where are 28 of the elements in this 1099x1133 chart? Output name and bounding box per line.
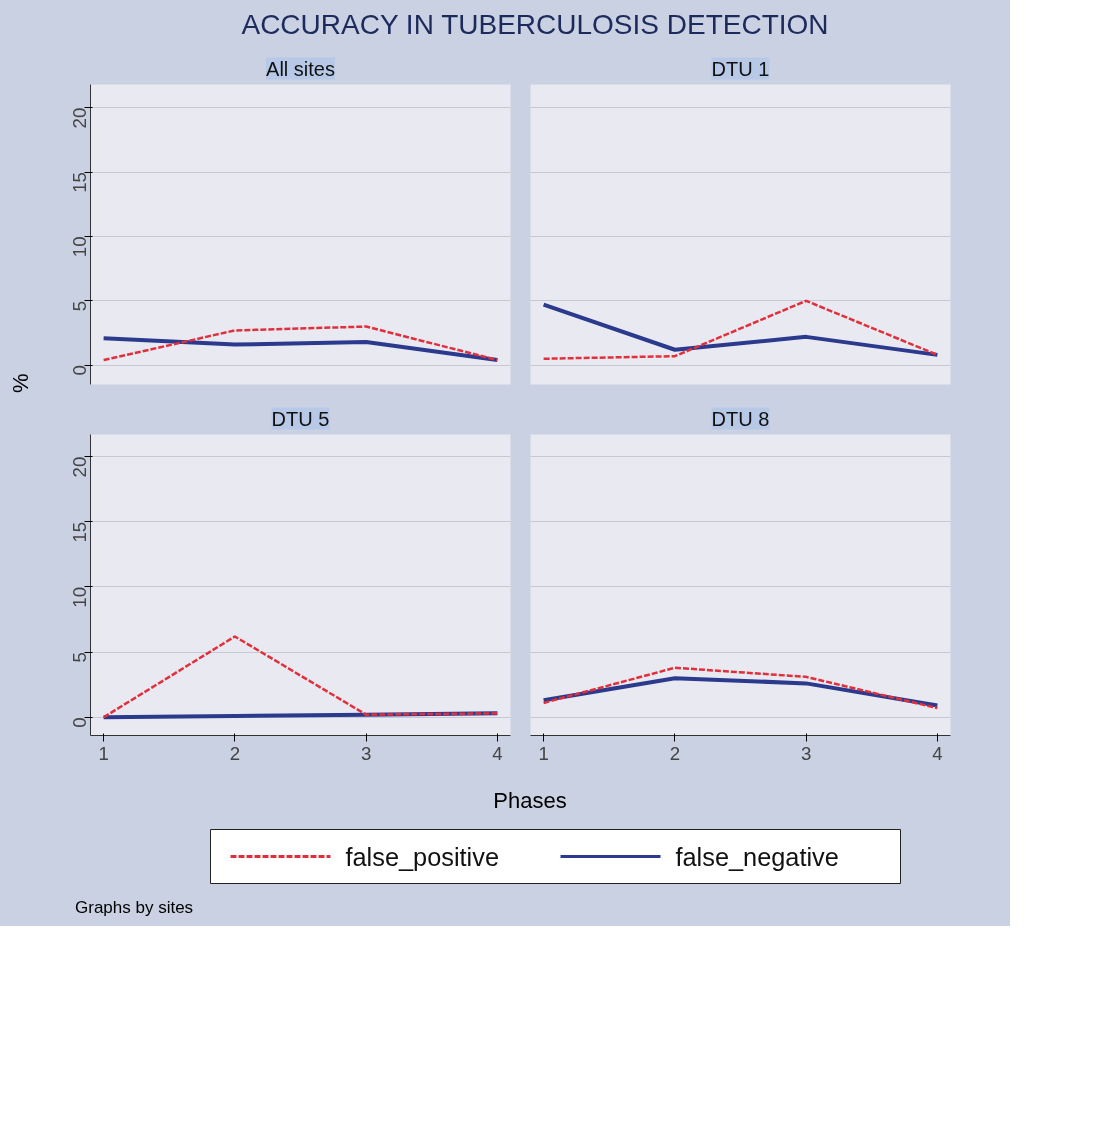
legend-label: false_negative xyxy=(675,842,839,871)
x-tick-label: 3 xyxy=(800,742,812,764)
y-tick-label: 10 xyxy=(69,586,90,608)
y-tick-label: 10 xyxy=(69,236,90,258)
y-tick-label: 5 xyxy=(69,652,90,663)
x-tick-label: 4 xyxy=(492,742,503,764)
legend-label: false_positive xyxy=(345,842,499,871)
y-tick-label: 0 xyxy=(69,365,90,376)
chart-subtitle: All sites xyxy=(266,57,335,80)
y-tick-label: 20 xyxy=(69,107,90,129)
y-tick-label: 20 xyxy=(69,456,90,478)
y-tick-label: 15 xyxy=(69,172,90,193)
x-tick-label: 1 xyxy=(98,742,109,764)
x-tick-label: 4 xyxy=(932,742,943,764)
text: Graphs by sites xyxy=(75,897,194,920)
y-axis-title: % xyxy=(7,373,34,393)
x-tick-label: 2 xyxy=(669,742,681,764)
chart-title: ACCURACY IN TUBERCULOSIS DETECTION xyxy=(241,8,829,42)
chart-subtitle: DTU 1 xyxy=(711,57,770,80)
x-tick-label: 1 xyxy=(538,742,549,764)
y-tick-label: 15 xyxy=(69,521,90,543)
x-axis-title: Phases xyxy=(493,787,567,815)
x-tick-label: 3 xyxy=(360,742,372,764)
chart-subtitle: DTU 8 xyxy=(711,407,770,430)
chart-subtitle: DTU 5 xyxy=(271,407,330,430)
y-tick-label: 0 xyxy=(69,717,90,728)
x-tick-label: 2 xyxy=(229,742,241,764)
y-tick-label: 5 xyxy=(69,300,90,312)
